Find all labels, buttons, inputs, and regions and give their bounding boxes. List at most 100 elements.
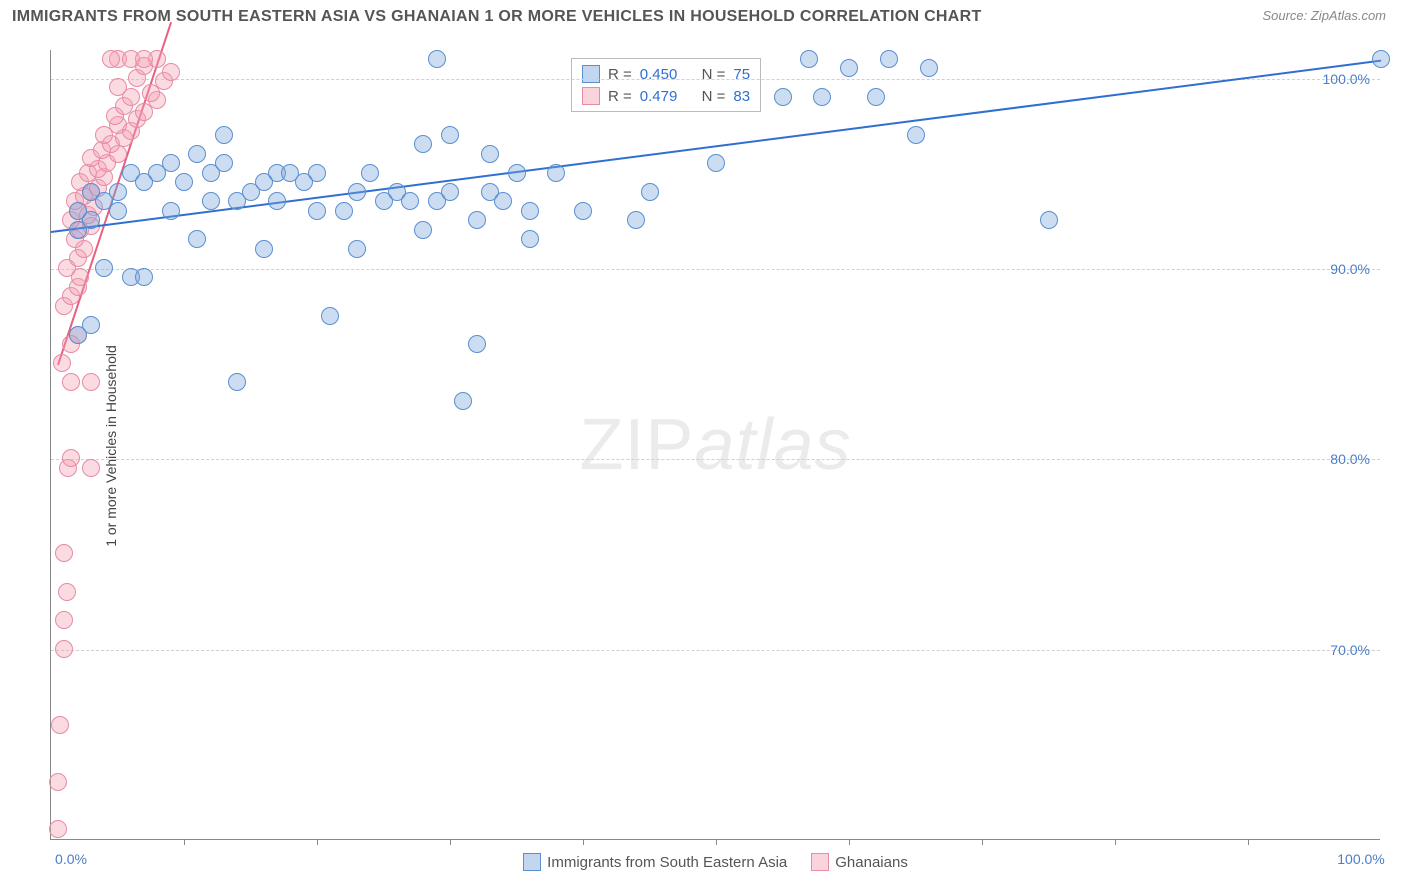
legend-item-blue: Immigrants from South Eastern Asia — [523, 853, 787, 871]
data-point-blue — [109, 183, 127, 201]
x-tick — [450, 839, 451, 845]
data-point-blue — [800, 50, 818, 68]
data-point-pink — [55, 640, 73, 658]
stats-row-blue: R = 0.450 N = 75 — [582, 63, 750, 85]
data-point-blue — [255, 240, 273, 258]
data-point-blue — [774, 88, 792, 106]
data-point-blue — [414, 135, 432, 153]
data-point-pink — [109, 78, 127, 96]
data-point-blue — [215, 154, 233, 172]
data-point-pink — [49, 820, 67, 838]
data-point-blue — [840, 59, 858, 77]
data-point-pink — [55, 611, 73, 629]
data-point-blue — [348, 240, 366, 258]
x-tick-label: 0.0% — [55, 851, 87, 867]
data-point-blue — [574, 202, 592, 220]
y-tick-label: 70.0% — [1330, 642, 1370, 658]
gridline-h — [51, 79, 1380, 80]
data-point-pink — [49, 773, 67, 791]
n-value-blue: 75 — [733, 66, 750, 83]
data-point-blue — [521, 230, 539, 248]
data-point-blue — [641, 183, 659, 201]
bottom-legend: Immigrants from South Eastern Asia Ghana… — [51, 853, 1380, 871]
data-point-blue — [414, 221, 432, 239]
data-point-pink — [102, 50, 120, 68]
chart-title: IMMIGRANTS FROM SOUTH EASTERN ASIA VS GH… — [12, 8, 982, 26]
data-point-blue — [162, 154, 180, 172]
data-point-pink — [62, 373, 80, 391]
data-point-blue — [454, 392, 472, 410]
data-point-blue — [1372, 50, 1390, 68]
data-point-blue — [441, 183, 459, 201]
title-bar: IMMIGRANTS FROM SOUTH EASTERN ASIA VS GH… — [0, 0, 1406, 30]
data-point-blue — [95, 259, 113, 277]
data-point-blue — [707, 154, 725, 172]
data-point-pink — [51, 716, 69, 734]
data-point-blue — [813, 88, 831, 106]
data-point-blue — [441, 126, 459, 144]
data-point-blue — [481, 145, 499, 163]
x-tick — [982, 839, 983, 845]
data-point-blue — [494, 192, 512, 210]
watermark-zip: ZIP — [579, 404, 694, 486]
data-point-blue — [428, 50, 446, 68]
legend-swatch-pink — [811, 853, 829, 871]
data-point-pink — [162, 63, 180, 81]
data-point-blue — [508, 164, 526, 182]
data-point-blue — [162, 202, 180, 220]
data-point-blue — [468, 335, 486, 353]
legend-swatch-blue — [582, 65, 600, 83]
watermark-atlas: atlas — [694, 404, 851, 486]
stats-row-pink: R = 0.479 N = 83 — [582, 85, 750, 107]
data-point-blue — [401, 192, 419, 210]
legend-label-blue: Immigrants from South Eastern Asia — [547, 854, 787, 871]
x-tick — [716, 839, 717, 845]
data-point-blue — [308, 164, 326, 182]
data-point-blue — [82, 211, 100, 229]
data-point-blue — [547, 164, 565, 182]
data-point-pink — [82, 459, 100, 477]
x-tick — [1115, 839, 1116, 845]
data-point-blue — [308, 202, 326, 220]
x-tick — [1248, 839, 1249, 845]
data-point-blue — [920, 59, 938, 77]
data-point-pink — [58, 583, 76, 601]
data-point-blue — [348, 183, 366, 201]
data-point-blue — [907, 126, 925, 144]
data-point-blue — [135, 268, 153, 286]
data-point-pink — [55, 544, 73, 562]
stats-legend-box: R = 0.450 N = 75 R = 0.479 N = 83 — [571, 58, 761, 112]
legend-swatch-pink — [582, 87, 600, 105]
data-point-blue — [1040, 211, 1058, 229]
data-point-blue — [627, 211, 645, 229]
data-point-pink — [135, 50, 153, 68]
data-point-blue — [468, 211, 486, 229]
data-point-blue — [188, 145, 206, 163]
data-point-blue — [188, 230, 206, 248]
data-point-blue — [335, 202, 353, 220]
data-point-pink — [62, 449, 80, 467]
x-tick — [849, 839, 850, 845]
data-point-blue — [175, 173, 193, 191]
data-point-blue — [361, 164, 379, 182]
x-tick — [317, 839, 318, 845]
r-value-pink: 0.479 — [640, 88, 678, 105]
x-tick — [583, 839, 584, 845]
r-value-blue: 0.450 — [640, 66, 678, 83]
scatter-chart: ZIPatlas R = 0.450 N = 75 R = 0.479 N = … — [50, 50, 1380, 840]
data-point-blue — [202, 192, 220, 210]
data-point-blue — [321, 307, 339, 325]
n-label-blue: N = — [702, 66, 726, 83]
legend-label-pink: Ghanaians — [835, 854, 908, 871]
data-point-blue — [880, 50, 898, 68]
y-tick-label: 90.0% — [1330, 261, 1370, 277]
legend-item-pink: Ghanaians — [811, 853, 908, 871]
data-point-blue — [867, 88, 885, 106]
legend-swatch-blue — [523, 853, 541, 871]
data-point-blue — [215, 126, 233, 144]
source-label: Source: ZipAtlas.com — [1262, 8, 1386, 23]
x-tick-label: 100.0% — [1337, 851, 1384, 867]
r-label-pink: R = — [608, 88, 632, 105]
n-label-pink: N = — [702, 88, 726, 105]
data-point-pink — [82, 373, 100, 391]
